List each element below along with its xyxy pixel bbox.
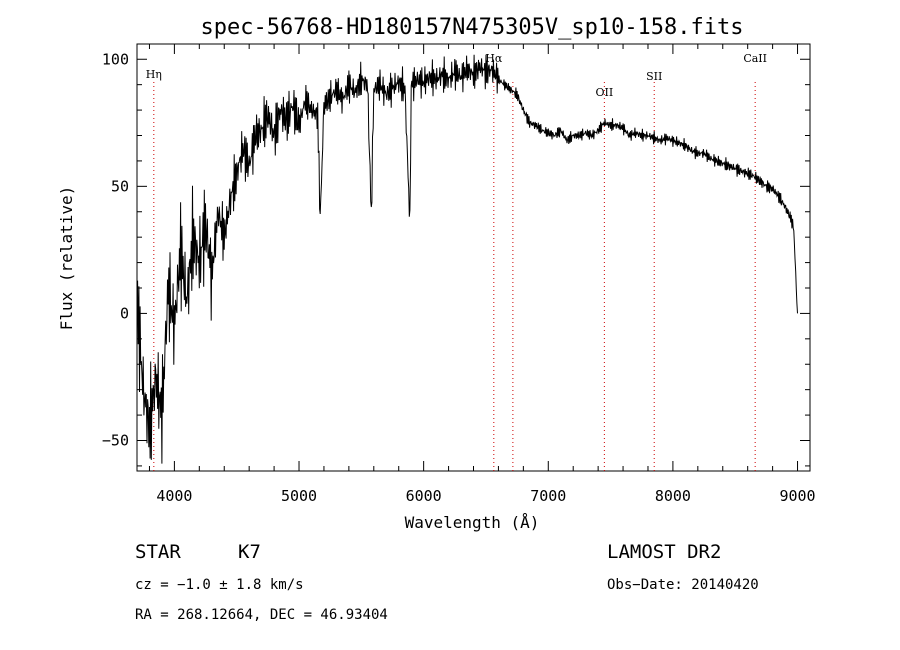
- y-tick-label: 0: [120, 304, 129, 322]
- x-tick-label: 6000: [406, 487, 442, 505]
- y-axis-label: Flux (relative): [57, 186, 76, 331]
- spectral-line-label: SII: [646, 70, 662, 83]
- survey-name: LAMOST DR2: [607, 541, 721, 563]
- spectral-line-label: Hα: [485, 52, 503, 65]
- spectrum-series-line: [136, 54, 798, 464]
- y-tick-label: −50: [102, 432, 129, 450]
- coordinates: RA = 268.12664, DEC = 46.93404: [135, 607, 388, 623]
- spectral-line-label: CaII: [743, 52, 767, 65]
- chart-title: spec-56768-HD180157N475305V_sp10-158.fit…: [200, 15, 743, 40]
- y-axis-ticks: −50 0 50 100: [102, 50, 810, 467]
- x-tick-label: 9000: [779, 487, 815, 505]
- spectral-line-labels: Hη Hα OII SII CaII: [146, 52, 767, 99]
- x-tick-label: 4000: [156, 487, 192, 505]
- object-type: STAR: [135, 541, 181, 563]
- spectral-line-label: Hη: [146, 68, 162, 81]
- y-tick-label: 50: [111, 177, 129, 195]
- x-tick-label: 5000: [281, 487, 317, 505]
- object-subclass: K7: [238, 541, 261, 563]
- redshift-readout: cz = −1.0 ± 1.8 km/s: [135, 577, 304, 593]
- x-axis-label: Wavelength (Å): [405, 513, 540, 532]
- y-tick-label: 100: [102, 50, 129, 68]
- x-axis-ticks: 4000 5000 6000 7000 8000 9000: [148, 44, 816, 505]
- x-tick-label: 7000: [530, 487, 566, 505]
- spectral-line-label: OII: [596, 86, 614, 99]
- plot-frame: [136, 43, 811, 472]
- x-tick-label: 8000: [655, 487, 691, 505]
- obs-date: Obs−Date: 20140420: [607, 577, 759, 593]
